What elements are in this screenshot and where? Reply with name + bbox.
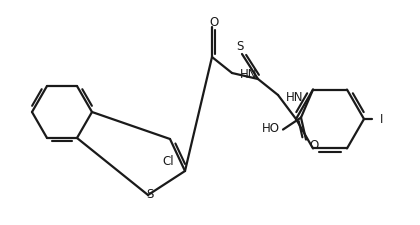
Text: Cl: Cl — [162, 155, 174, 168]
Text: S: S — [146, 188, 154, 201]
Text: O: O — [210, 16, 219, 29]
Text: I: I — [381, 113, 384, 126]
Text: HO: HO — [262, 122, 280, 135]
Text: S: S — [236, 40, 244, 53]
Text: HN: HN — [286, 91, 304, 104]
Text: O: O — [310, 138, 319, 151]
Text: HN: HN — [240, 67, 257, 80]
